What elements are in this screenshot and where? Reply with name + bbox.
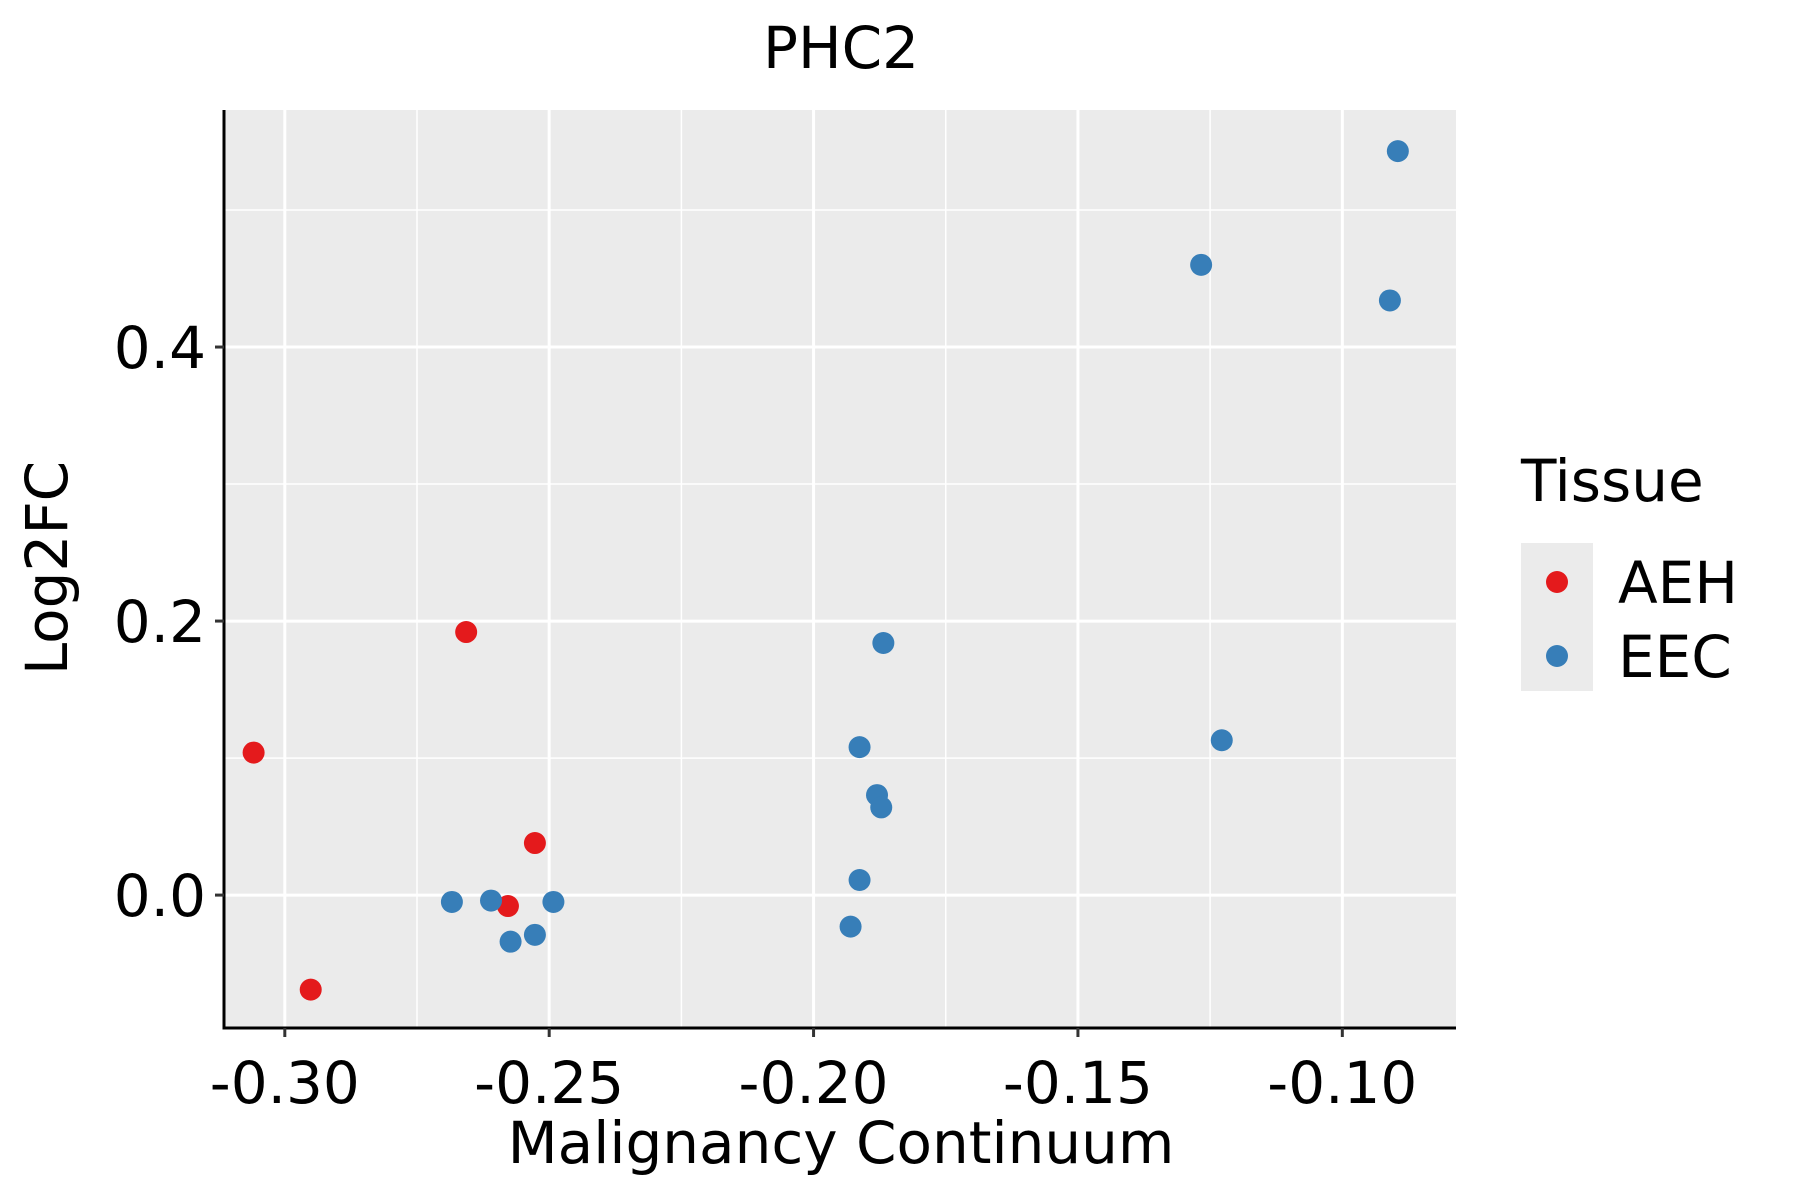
point-aeh [299, 978, 322, 1001]
x-axis-title: Malignancy Continuum [508, 1109, 1175, 1177]
x-tick-label: -0.30 [210, 1049, 360, 1117]
point-eec [848, 869, 871, 892]
x-tick-label: -0.25 [474, 1049, 624, 1117]
plot-panel [224, 110, 1456, 1028]
y-tick-label: 0.2 [114, 588, 206, 656]
legend-key-background [1521, 543, 1593, 691]
point-eec [440, 890, 463, 913]
point-eec [1210, 729, 1233, 752]
x-tick-label: -0.10 [1267, 1049, 1417, 1117]
grid-major [224, 110, 1456, 1028]
point-eec [1378, 289, 1401, 312]
point-eec [542, 890, 565, 913]
point-eec [839, 915, 862, 938]
point-aeh [242, 741, 265, 764]
point-eec [870, 796, 893, 819]
legend-key-eec [1546, 645, 1568, 667]
point-eec [1386, 140, 1409, 163]
point-aeh [496, 895, 519, 918]
x-axis-ticks: -0.30 -0.25 -0.20 -0.15 -0.10 [210, 1028, 1417, 1117]
y-axis-title: Log2FC [13, 461, 81, 675]
y-tick-label: 0.0 [114, 862, 206, 930]
legend-label-aeh: AEH [1618, 549, 1738, 617]
point-aeh [455, 621, 478, 644]
legend-title: Tissue [1520, 447, 1704, 515]
y-tick-label: 0.4 [114, 314, 206, 382]
point-eec [523, 923, 546, 946]
x-tick-label: -0.15 [1003, 1049, 1153, 1117]
point-eec [848, 736, 871, 759]
point-eec [499, 930, 522, 953]
chart-title: PHC2 [763, 14, 919, 82]
point-eec [1190, 253, 1213, 276]
point-aeh [523, 832, 546, 855]
y-axis-ticks: 0.0 0.2 0.4 [114, 314, 224, 930]
point-eec [480, 889, 503, 912]
legend-label-eec: EEC [1618, 623, 1732, 691]
point-eec [872, 631, 895, 654]
data-points [242, 140, 1409, 1001]
x-tick-label: -0.20 [739, 1049, 889, 1117]
legend-key-aeh [1546, 571, 1568, 593]
